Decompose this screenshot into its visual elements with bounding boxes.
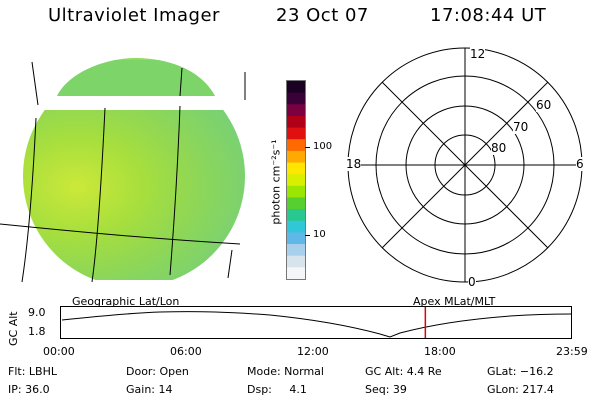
colorbar-tick-10: 10 <box>313 229 326 240</box>
mlt-label-0: 0 <box>468 275 476 289</box>
colorbar-band <box>287 127 305 140</box>
geographic-grid <box>0 61 246 283</box>
x-tick-1800: 18:00 <box>424 345 456 358</box>
info-gc-alt: GC Alt: 4.4 Re <box>365 365 442 378</box>
info-ip: IP: 36.0 <box>8 383 50 396</box>
info-glon: GLon: 217.4 <box>487 383 554 396</box>
info-gain: Gain: 14 <box>126 383 173 396</box>
colorbar-band <box>287 139 305 152</box>
colorbar <box>286 80 306 280</box>
colorbar-band <box>287 185 305 198</box>
image-cap-fragment <box>57 58 215 96</box>
info-glat: GLat: −16.2 <box>487 365 554 378</box>
colorbar-band <box>287 81 305 94</box>
orbit-ylabel: GC Alt <box>7 311 20 346</box>
mlat-label-80: 80 <box>491 141 507 155</box>
colorbar-band <box>287 150 305 164</box>
colorbar-tick-mark-100 <box>305 147 310 148</box>
mlt-label-12: 12 <box>470 47 486 61</box>
info-mode: Mode: Normal <box>247 365 324 378</box>
orbit-ytick-top: 9.0 <box>28 306 46 319</box>
orbit-altitude-plot <box>60 306 573 339</box>
colorbar-band <box>287 209 305 222</box>
colorbar-tick-mark-10 <box>305 235 310 236</box>
colorbar-band <box>287 115 305 129</box>
colorbar-band <box>287 92 305 105</box>
x-tick-0600: 06:00 <box>170 345 202 358</box>
colorbar-tick-100: 100 <box>313 141 333 152</box>
image-main-disk <box>23 110 245 280</box>
polar-diagonal-b <box>381 81 549 249</box>
info-seq: Seq: 39 <box>365 383 407 396</box>
colorbar-band <box>287 244 305 257</box>
apex-caption: Apex MLat/MLT <box>413 295 496 308</box>
instrument-title: Ultraviolet Imager <box>48 5 220 26</box>
info-flt: Flt: LBHL <box>8 365 57 378</box>
colorbar-band <box>287 104 305 117</box>
colorbar-band <box>287 232 305 245</box>
geographic-caption: Geographic Lat/Lon <box>72 295 180 308</box>
info-door: Door: Open <box>126 365 189 378</box>
orbit-altitude-curve <box>61 311 573 338</box>
mlat-label-60: 60 <box>536 98 552 112</box>
mlt-label-18: 18 <box>346 157 362 171</box>
colorbar-unit-label: photon cm⁻²s⁻¹ <box>269 139 283 225</box>
colorbar-band <box>287 174 305 187</box>
mlt-label-6: 6 <box>576 157 584 171</box>
x-tick-2359: 23:59 <box>556 345 588 358</box>
colorbar-band <box>287 197 305 210</box>
orbit-ytick-bottom: 1.8 <box>28 325 46 338</box>
observation-date: 23 Oct 07 <box>276 5 369 26</box>
colorbar-band <box>287 267 305 279</box>
x-tick-0000: 00:00 <box>43 345 75 358</box>
polar-mlt-plot <box>347 47 583 283</box>
observation-time: 17:08:44 UT <box>430 5 547 26</box>
mlat-label-70: 70 <box>513 120 529 134</box>
info-dsp: Dsp: 4.1 <box>247 383 307 396</box>
x-tick-1200: 12:00 <box>297 345 329 358</box>
uv-image-panel <box>0 58 246 283</box>
colorbar-band <box>287 255 305 268</box>
colorbar-band <box>287 220 305 233</box>
colorbar-band <box>287 162 305 175</box>
